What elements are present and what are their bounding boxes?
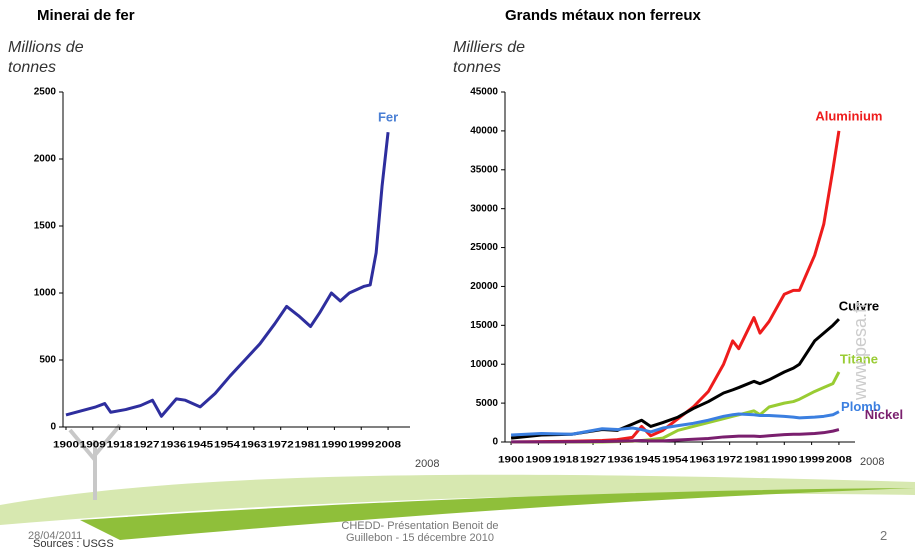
x-tick-label: 1900 bbox=[498, 455, 524, 466]
series-label: Fer bbox=[378, 110, 398, 125]
x-tick-label: 2008 bbox=[375, 440, 401, 451]
decor-tree bbox=[70, 425, 120, 500]
x-tick-label: 1927 bbox=[134, 440, 160, 451]
x-tick-label: 1972 bbox=[717, 455, 743, 466]
x-tick-label: 1990 bbox=[771, 455, 797, 466]
x-tick-label: 1927 bbox=[580, 455, 606, 466]
y-tick-label: 5000 bbox=[476, 398, 499, 409]
y-tick-label: 40000 bbox=[470, 126, 498, 137]
y-tick-label: 35000 bbox=[470, 164, 498, 175]
series-label: Aluminium bbox=[815, 108, 882, 123]
x-tick-label: 1981 bbox=[744, 455, 771, 466]
x-tick-label: 1900 bbox=[53, 440, 79, 451]
y-tick-label: 0 bbox=[50, 422, 56, 433]
y-axis-label: Millions de tonnes bbox=[8, 38, 103, 78]
x-tick-label: 1945 bbox=[635, 455, 662, 466]
chart-title: Grands métaux non ferreux bbox=[505, 7, 702, 24]
x-tick-label: 1963 bbox=[689, 455, 715, 466]
annotation: 2008 bbox=[860, 456, 884, 468]
x-tick-label: 1909 bbox=[525, 455, 551, 466]
x-tick-label: 1981 bbox=[295, 440, 322, 451]
x-tick-label: 1918 bbox=[107, 440, 133, 451]
x-tick-label: 2008 bbox=[826, 455, 852, 466]
annotation: 2008 bbox=[415, 458, 439, 470]
y-tick-label: 15000 bbox=[470, 320, 498, 331]
y-tick-label: 1000 bbox=[34, 288, 57, 299]
x-tick-label: 1945 bbox=[187, 440, 214, 451]
y-tick-label: 0 bbox=[492, 437, 498, 448]
series-label: Nickel bbox=[865, 407, 903, 422]
y-tick-label: 500 bbox=[39, 355, 56, 366]
x-tick-label: 1909 bbox=[80, 440, 106, 451]
y-tick-label: 2000 bbox=[34, 154, 57, 165]
x-tick-label: 1954 bbox=[662, 455, 689, 466]
y-axis-label: Milliers de tonnes bbox=[453, 38, 548, 78]
x-tick-label: 1936 bbox=[160, 440, 186, 451]
x-tick-label: 1999 bbox=[799, 455, 825, 466]
y-tick-label: 30000 bbox=[470, 203, 498, 214]
x-tick-label: 1954 bbox=[214, 440, 241, 451]
y-tick-label: 2500 bbox=[34, 87, 57, 98]
y-tick-label: 1500 bbox=[34, 221, 57, 232]
watermark: www.pesa.fr bbox=[850, 302, 871, 400]
y-tick-label: 25000 bbox=[470, 242, 498, 253]
series-line bbox=[511, 372, 839, 442]
x-tick-label: 1936 bbox=[607, 455, 633, 466]
x-tick-label: 1999 bbox=[348, 440, 374, 451]
sources: Sources : USGS bbox=[33, 538, 114, 550]
y-tick-label: 20000 bbox=[470, 281, 498, 292]
x-tick-label: 1963 bbox=[241, 440, 267, 451]
chart: Minerai de fer05001000150020002500190019… bbox=[0, 0, 915, 554]
x-tick-label: 1972 bbox=[268, 440, 294, 451]
page-number: 2 bbox=[880, 528, 887, 543]
x-tick-label: 1990 bbox=[321, 440, 347, 451]
y-tick-label: 10000 bbox=[470, 359, 498, 370]
series-line bbox=[511, 131, 839, 442]
chart-title: Minerai de fer bbox=[37, 7, 135, 24]
x-tick-label: 1918 bbox=[553, 455, 579, 466]
y-tick-label: 45000 bbox=[470, 87, 498, 98]
presentation: CHEDD- Présentation Benoit de Guillebon … bbox=[320, 520, 520, 544]
series-line bbox=[66, 132, 388, 416]
slide: Minerai de fer05001000150020002500190019… bbox=[0, 0, 915, 554]
